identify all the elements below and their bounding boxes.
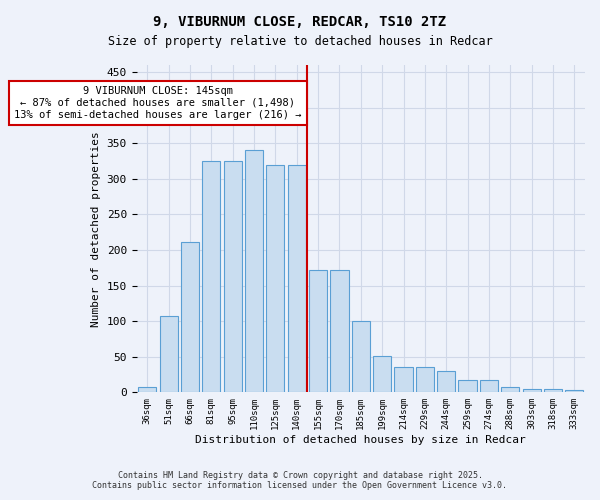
Bar [352,321,370,392]
Y-axis label: Number of detached properties: Number of detached properties [91,131,101,326]
Bar [501,386,520,392]
Text: 9 VIBURNUM CLOSE: 145sqm
← 87% of detached houses are smaller (1,498)
13% of sem: 9 VIBURNUM CLOSE: 145sqm ← 87% of detach… [14,86,302,120]
Bar [138,388,157,392]
Bar [565,390,583,392]
Bar [373,356,391,393]
Bar [287,164,306,392]
Bar [416,366,434,392]
X-axis label: Distribution of detached houses by size in Redcar: Distribution of detached houses by size … [196,435,526,445]
Bar [202,161,220,392]
Text: 9, VIBURNUM CLOSE, REDCAR, TS10 2TZ: 9, VIBURNUM CLOSE, REDCAR, TS10 2TZ [154,15,446,29]
Bar [544,389,562,392]
Bar [331,270,349,392]
Bar [458,380,476,392]
Bar [181,242,199,392]
Bar [523,389,541,392]
Bar [394,366,413,392]
Bar [437,371,455,392]
Bar [245,150,263,392]
Bar [309,270,327,392]
Bar [266,164,284,392]
Bar [224,161,242,392]
Bar [480,380,498,392]
Text: Size of property relative to detached houses in Redcar: Size of property relative to detached ho… [107,35,493,48]
Text: Contains HM Land Registry data © Crown copyright and database right 2025.
Contai: Contains HM Land Registry data © Crown c… [92,470,508,490]
Bar [160,316,178,392]
